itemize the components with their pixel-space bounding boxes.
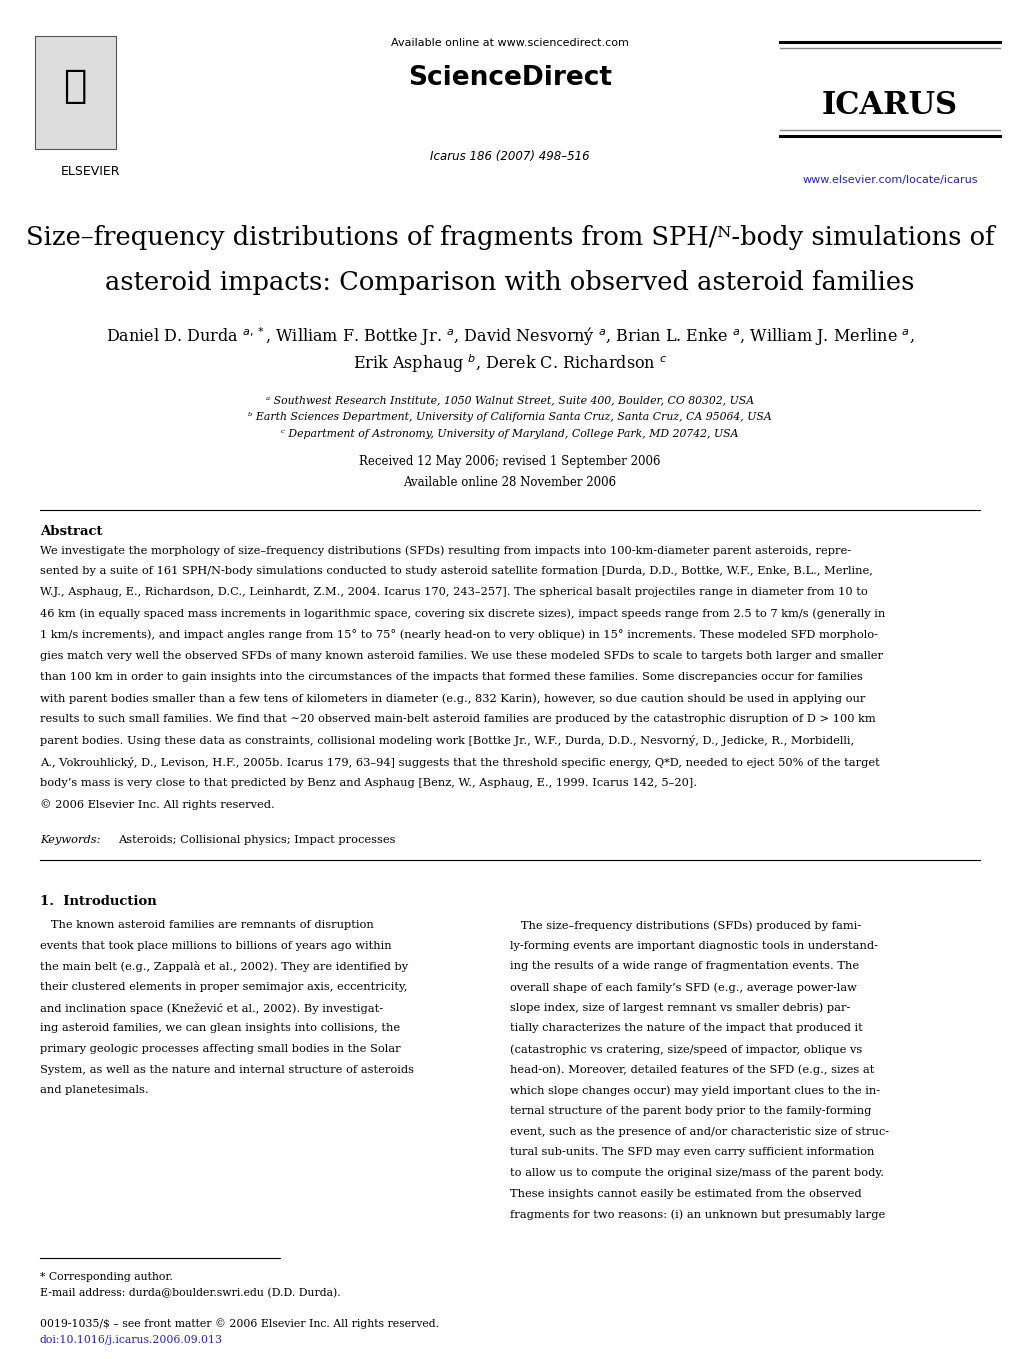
Text: and inclination space (Knežević et al., 2002). By investigat-: and inclination space (Knežević et al., … — [40, 1003, 383, 1014]
Text: tially characterizes the nature of the impact that produced it: tially characterizes the nature of the i… — [510, 1023, 862, 1033]
Text: Daniel D. Durda $^{a,*}$, William F. Bottke Jr. $^{a}$, David Nesvorný $^{a}$, B: Daniel D. Durda $^{a,*}$, William F. Bot… — [106, 325, 913, 348]
Text: Received 12 May 2006; revised 1 September 2006: Received 12 May 2006; revised 1 Septembe… — [359, 455, 660, 467]
Text: ᵇ Earth Sciences Department, University of California Santa Cruz, Santa Cruz, CA: ᵇ Earth Sciences Department, University … — [248, 412, 771, 423]
Text: Keywords:: Keywords: — [40, 834, 101, 845]
Text: Available online at www.sciencedirect.com: Available online at www.sciencedirect.co… — [390, 38, 629, 48]
Text: 🌲: 🌲 — [63, 67, 87, 105]
Text: their clustered elements in proper semimajor axis, eccentricity,: their clustered elements in proper semim… — [40, 983, 408, 992]
Text: System, as well as the nature and internal structure of asteroids: System, as well as the nature and intern… — [40, 1064, 414, 1075]
Text: Icarus 186 (2007) 498–516: Icarus 186 (2007) 498–516 — [430, 149, 589, 163]
Text: 1.  Introduction: 1. Introduction — [40, 896, 157, 908]
Text: asteroid impacts: Comparison with observed asteroid families: asteroid impacts: Comparison with observ… — [105, 270, 914, 295]
Text: ELSEVIER: ELSEVIER — [60, 164, 119, 178]
Text: Erik Asphaug $^{b}$, Derek C. Richardson $^{c}$: Erik Asphaug $^{b}$, Derek C. Richardson… — [353, 352, 666, 375]
Text: 46 km (in equally spaced mass increments in logarithmic space, covering six disc: 46 km (in equally spaced mass increments… — [40, 609, 884, 618]
Text: the main belt (e.g., Zappalà et al., 2002). They are identified by: the main belt (e.g., Zappalà et al., 200… — [40, 961, 408, 972]
Text: fragments for two reasons: (i) an unknown but presumably large: fragments for two reasons: (i) an unknow… — [510, 1210, 884, 1220]
Text: Asteroids; Collisional physics; Impact processes: Asteroids; Collisional physics; Impact p… — [118, 834, 395, 845]
Text: head-on). Moreover, detailed features of the SFD (e.g., sizes at: head-on). Moreover, detailed features of… — [510, 1064, 873, 1075]
Text: ing the results of a wide range of fragmentation events. The: ing the results of a wide range of fragm… — [510, 961, 858, 972]
Text: * Corresponding author.: * Corresponding author. — [40, 1272, 172, 1282]
Text: event, such as the presence of and/or characteristic size of struc-: event, such as the presence of and/or ch… — [510, 1127, 889, 1136]
Text: gies match very well the observed SFDs of many known asteroid families. We use t: gies match very well the observed SFDs o… — [40, 651, 882, 660]
Text: overall shape of each family’s SFD (e.g., average power-law: overall shape of each family’s SFD (e.g.… — [510, 983, 856, 992]
Text: A., Vokrouhlický, D., Levison, H.F., 2005b. Icarus 179, 63–94] suggests that th: A., Vokrouhlický, D., Levison, H.F., 20… — [40, 757, 879, 768]
Text: ing asteroid families, we can glean insights into collisions, the: ing asteroid families, we can glean insi… — [40, 1023, 399, 1033]
Text: to allow us to compute the original size/mass of the parent body.: to allow us to compute the original size… — [510, 1167, 883, 1178]
Text: slope index, size of largest remnant vs smaller debris) par-: slope index, size of largest remnant vs … — [510, 1003, 850, 1014]
Text: Available online 28 November 2006: Available online 28 November 2006 — [404, 476, 615, 489]
Text: body’s mass is very close to that predicted by Benz and Asphaug [Benz, W., Aspha: body’s mass is very close to that predic… — [40, 777, 696, 788]
Text: (catastrophic vs cratering, size/speed of impactor, oblique vs: (catastrophic vs cratering, size/speed o… — [510, 1044, 861, 1055]
Text: sented by a suite of 161 SPH/N-body simulations conducted to study asteroid sate: sented by a suite of 161 SPH/N-body simu… — [40, 567, 872, 576]
Text: ᶜ Department of Astronomy, University of Maryland, College Park, MD 20742, USA: ᶜ Department of Astronomy, University of… — [281, 429, 738, 439]
Text: ternal structure of the parent body prior to the family-forming: ternal structure of the parent body prio… — [510, 1106, 870, 1116]
Text: which slope changes occur) may yield important clues to the in-: which slope changes occur) may yield imp… — [510, 1086, 879, 1095]
Text: W.J., Asphaug, E., Richardson, D.C., Leinhardt, Z.M., 2004. Icarus 170, 243–257]: W.J., Asphaug, E., Richardson, D.C., Lei… — [40, 587, 867, 598]
Text: ICARUS: ICARUS — [821, 90, 957, 121]
Text: We investigate the morphology of size–frequency distributions (SFDs) resulting f: We investigate the morphology of size–fr… — [40, 545, 850, 556]
Text: parent bodies. Using these data as constraints, collisional modeling work [Bottk: parent bodies. Using these data as const… — [40, 735, 853, 746]
Text: The known asteroid families are remnants of disruption: The known asteroid families are remnants… — [40, 920, 373, 930]
Text: and planetesimals.: and planetesimals. — [40, 1086, 149, 1095]
Text: These insights cannot easily be estimated from the observed: These insights cannot easily be estimate… — [510, 1189, 861, 1199]
Text: tural sub-units. The SFD may even carry sufficient information: tural sub-units. The SFD may even carry … — [510, 1147, 873, 1158]
Text: than 100 km in order to gain insights into the circumstances of the impacts that: than 100 km in order to gain insights in… — [40, 671, 862, 682]
Text: with parent bodies smaller than a few tens of kilometers in diameter (e.g., 832 : with parent bodies smaller than a few te… — [40, 693, 864, 704]
Text: E-mail address: durda@boulder.swri.edu (D.D. Durda).: E-mail address: durda@boulder.swri.edu (… — [40, 1288, 340, 1298]
Text: Size–frequency distributions of fragments from SPH/ᴺ-body simulations of: Size–frequency distributions of fragment… — [25, 226, 994, 250]
Text: www.elsevier.com/locate/icarus: www.elsevier.com/locate/icarus — [802, 175, 977, 185]
Text: ly-forming events are important diagnostic tools in understand-: ly-forming events are important diagnost… — [510, 940, 877, 951]
Text: results to such small families. We find that ∼20 observed main-belt asteroid fam: results to such small families. We find … — [40, 715, 875, 724]
FancyBboxPatch shape — [35, 37, 115, 148]
Text: The size–frequency distributions (SFDs) produced by fami-: The size–frequency distributions (SFDs) … — [510, 920, 860, 931]
Text: doi:10.1016/j.icarus.2006.09.013: doi:10.1016/j.icarus.2006.09.013 — [40, 1335, 223, 1345]
Text: 0019-1035/$ – see front matter © 2006 Elsevier Inc. All rights reserved.: 0019-1035/$ – see front matter © 2006 El… — [40, 1318, 438, 1329]
Text: Abstract: Abstract — [40, 525, 102, 538]
Text: events that took place millions to billions of years ago within: events that took place millions to billi… — [40, 940, 391, 951]
Text: ᵃ Southwest Research Institute, 1050 Walnut Street, Suite 400, Boulder, CO 80302: ᵃ Southwest Research Institute, 1050 Wal… — [266, 395, 753, 405]
Text: 1 km/s increments), and impact angles range from 15° to 75° (nearly head-on to v: 1 km/s increments), and impact angles ra… — [40, 629, 877, 640]
Text: © 2006 Elsevier Inc. All rights reserved.: © 2006 Elsevier Inc. All rights reserved… — [40, 799, 274, 810]
Text: ScienceDirect: ScienceDirect — [408, 65, 611, 91]
Text: primary geologic processes affecting small bodies in the Solar: primary geologic processes affecting sma… — [40, 1044, 400, 1055]
